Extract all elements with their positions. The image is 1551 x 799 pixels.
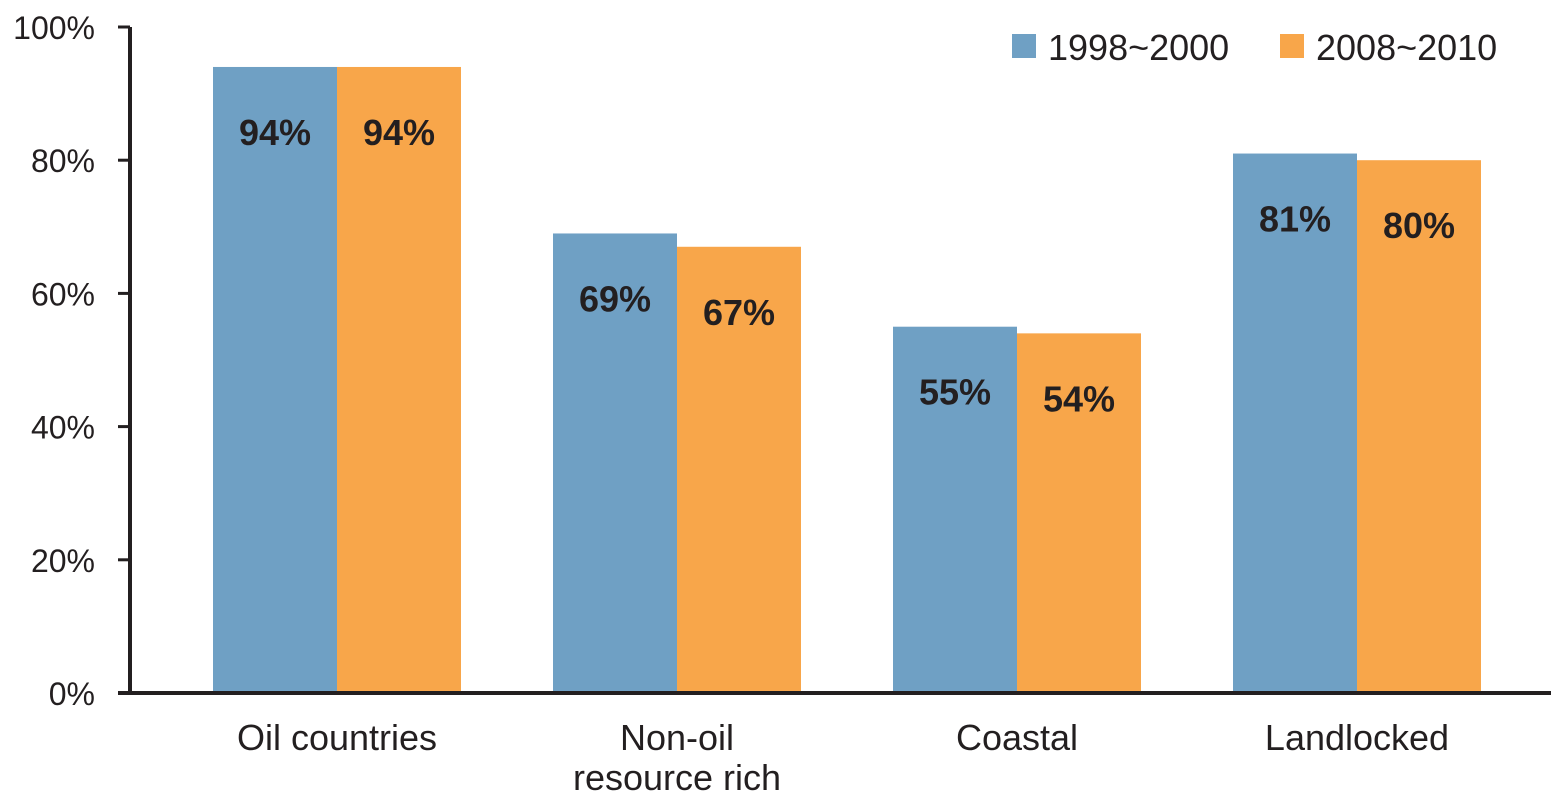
- legend: 1998~2000 2008~2010: [1012, 27, 1497, 68]
- x-category-label: Coastal: [956, 717, 1078, 758]
- data-label-series-1: 94%: [239, 112, 311, 153]
- data-label-series-1: 69%: [579, 278, 651, 319]
- bar-series-2: [337, 66, 461, 693]
- axes-layer: [118, 27, 1551, 695]
- bar-series-1: [893, 326, 1017, 693]
- data-label-series-2: 94%: [363, 112, 435, 153]
- data-label-series-2: 54%: [1043, 378, 1115, 419]
- x-category-label: Landlocked: [1265, 717, 1449, 758]
- y-tick-label: 0%: [49, 676, 95, 712]
- bar-series-2: [677, 246, 801, 693]
- data-labels-layer: 94% 94% 69% 67% 55% 54% 81% 80%: [239, 112, 1455, 419]
- data-label-series-1: 81%: [1259, 199, 1331, 240]
- bar-series-1: [1233, 153, 1357, 694]
- bar-series-1: [213, 66, 337, 693]
- y-tick-label: 60%: [31, 276, 95, 312]
- legend-label-series-1: 1998~2000: [1048, 27, 1229, 68]
- ticks-layer: 0% 20% 40% 60% 80% 100%: [13, 10, 130, 712]
- x-category-label: Oil countries: [237, 717, 437, 758]
- legend-swatch-series-1: [1012, 34, 1036, 58]
- y-tick-label: 20%: [31, 543, 95, 579]
- bar-series-1: [553, 233, 677, 693]
- bar-series-2: [1017, 333, 1141, 693]
- data-label-series-1: 55%: [919, 372, 991, 413]
- legend-swatch-series-2: [1280, 34, 1304, 58]
- data-label-series-2: 80%: [1383, 205, 1455, 246]
- bars-layer: [213, 66, 1481, 694]
- x-category-label: resource rich: [573, 757, 781, 798]
- legend-label-series-2: 2008~2010: [1316, 27, 1497, 68]
- x-category-label: Non-oil: [620, 717, 734, 758]
- y-tick-label: 100%: [13, 10, 95, 46]
- data-label-series-2: 67%: [703, 292, 775, 333]
- y-tick-label: 80%: [31, 143, 95, 179]
- y-tick-label: 40%: [31, 410, 95, 446]
- bar-series-2: [1357, 160, 1481, 693]
